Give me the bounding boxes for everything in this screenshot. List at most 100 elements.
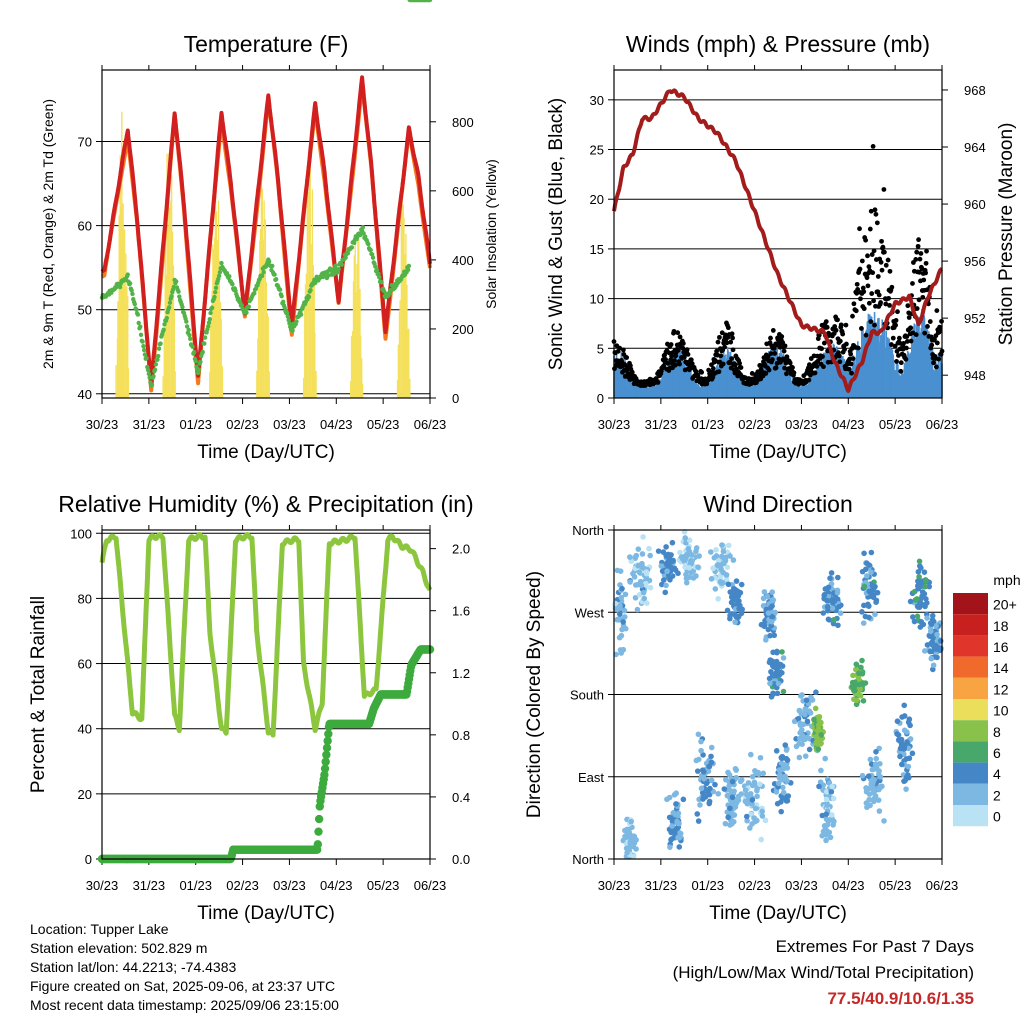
gust-point [863, 237, 869, 243]
direction-point [904, 739, 910, 745]
gust-point [896, 353, 901, 358]
direction-point [703, 780, 710, 787]
direction-point [754, 817, 760, 824]
direction-point [673, 790, 679, 797]
direction-point [621, 607, 628, 614]
dewpoint-point [151, 374, 156, 379]
plot-border [613, 69, 943, 399]
dewpoint-point [279, 293, 284, 299]
panel-humidity: Relative Humidity (%) & Precipitation (i… [28, 491, 474, 924]
direction-point [859, 657, 865, 664]
gust-point [814, 364, 820, 369]
direction-point [923, 577, 929, 584]
dewpoint-point [294, 319, 299, 324]
direction-point [837, 610, 844, 616]
direction-point [669, 823, 675, 829]
direction-point [695, 818, 702, 824]
gust-point [722, 344, 727, 350]
gust-point [823, 319, 829, 324]
dewpoint-point [230, 281, 235, 287]
direction-point [817, 719, 824, 726]
y-tick-label: 100 [70, 526, 92, 541]
direction-point [927, 628, 934, 635]
x-tick-label: 04/23 [832, 417, 865, 432]
direction-point [726, 772, 733, 778]
gust-point [791, 370, 797, 376]
gust-point [768, 351, 774, 357]
direction-point [635, 546, 642, 552]
direction-point [783, 798, 790, 804]
dewpoint-point [141, 347, 147, 353]
dewpoint-point [287, 321, 292, 326]
dewpoint-point [156, 346, 162, 351]
gust-point [929, 342, 935, 348]
dewpoint-point [368, 247, 373, 253]
gust-point [876, 292, 882, 298]
dewpoint-point [144, 356, 149, 361]
gust-point [620, 347, 626, 353]
precip-point [314, 814, 324, 824]
direction-point [825, 589, 832, 596]
gust-point [888, 342, 894, 347]
direction-point [666, 814, 673, 821]
direction-point [643, 569, 650, 575]
direction-point [662, 589, 669, 596]
direction-point [724, 564, 731, 570]
dewpoint-point [343, 255, 348, 260]
gust-point [861, 289, 867, 295]
y-tick-label: South [570, 688, 604, 703]
gust-point [625, 371, 631, 376]
y-tick-label: 0 [597, 391, 604, 406]
elevation-text: Station elevation: 502.829 m [30, 940, 208, 956]
gust-point [820, 354, 825, 359]
x-tick-label: 03/23 [785, 417, 818, 432]
gust-point [908, 325, 914, 331]
direction-point [823, 811, 830, 818]
direction-point [683, 575, 690, 582]
dewpoint-point [198, 359, 203, 364]
direction-point [727, 805, 733, 812]
direction-point [861, 583, 868, 590]
panel-title: Wind Direction [703, 491, 853, 517]
direction-point [633, 552, 640, 559]
x-tick-label: 02/23 [226, 878, 259, 893]
dewpoint-point [177, 294, 182, 299]
y-axis-label-right: Station Pressure (Maroon) [996, 123, 1017, 346]
dewpoint-point [176, 289, 181, 294]
gust-point [908, 338, 914, 344]
dewpoint-point [166, 305, 172, 310]
direction-point [924, 615, 930, 621]
direction-point [828, 570, 835, 576]
direction-point [899, 744, 906, 751]
gust-point [914, 306, 920, 311]
dewpoint-point [145, 367, 151, 373]
direction-point [922, 583, 928, 590]
dewpoint-point [149, 382, 155, 388]
direction-point [816, 783, 822, 790]
direction-point [909, 750, 916, 757]
x-tick-label: 31/23 [133, 878, 166, 893]
gust-point [718, 353, 724, 359]
y-tick-label: West [575, 605, 605, 620]
direction-point [715, 790, 722, 797]
direction-point [668, 836, 675, 842]
gust-point [894, 348, 900, 354]
direction-point [715, 596, 721, 602]
direction-point [621, 614, 628, 620]
direction-point [643, 580, 649, 587]
direction-point [733, 767, 739, 773]
direction-point [875, 797, 882, 803]
direction-point [858, 664, 864, 671]
direction-point [697, 802, 703, 808]
dewpoint-point [146, 371, 152, 377]
direction-point [733, 578, 740, 584]
direction-point [708, 744, 715, 751]
gust-point [766, 367, 772, 373]
gust-point [904, 334, 910, 340]
direction-point [613, 651, 619, 658]
dewpoint-point [273, 277, 279, 282]
direction-point [616, 611, 623, 617]
y-tick-label: 30 [590, 93, 604, 108]
y-tick-label: 5 [597, 341, 604, 356]
